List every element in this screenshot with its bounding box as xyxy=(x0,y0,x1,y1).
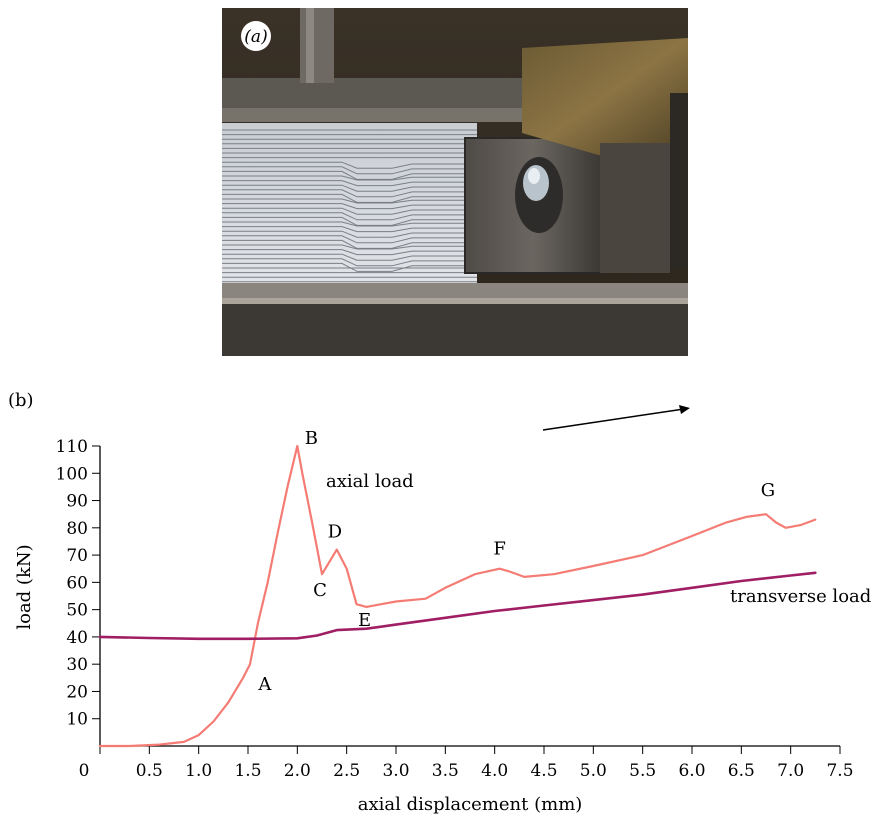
axial-load-label: axial load xyxy=(326,471,414,492)
y-tick-label: 40 xyxy=(66,628,88,648)
laminate-layer-line xyxy=(222,258,477,267)
axes: 0 0.5 1.0 1.5 2.0 2.5 3.0 3.5 4.0 4.5 5.0 5.5 6.0 6.5… xyxy=(56,437,854,781)
laminate-layer-line xyxy=(222,193,477,203)
specimen-photo-drawing: (a) xyxy=(222,8,688,356)
laminate-layer-line xyxy=(222,175,477,181)
x-tick-label: 4.5 xyxy=(530,761,557,781)
y-tick-label: 70 xyxy=(66,546,88,566)
y-tick-label: 110 xyxy=(56,437,88,457)
y-tick-label: 10 xyxy=(66,710,88,730)
series-group xyxy=(98,444,817,748)
axial-load-line xyxy=(98,444,817,748)
laminate-layer-line xyxy=(222,166,477,175)
x-axis-label: axial displacement (mm) xyxy=(358,794,583,815)
y-tick-label: 20 xyxy=(66,682,88,702)
laminate-layer-line xyxy=(222,189,477,198)
laminate-layer-line xyxy=(222,212,477,221)
laminate-layer-line xyxy=(222,226,477,233)
specimen-photo: (a) xyxy=(222,8,688,356)
point-label-g: G xyxy=(761,480,775,501)
point-label-c: C xyxy=(313,580,327,601)
laminate-layer-line xyxy=(222,161,477,169)
direction-arrow xyxy=(542,408,685,431)
point-label-e: E xyxy=(358,610,371,631)
x-tick-label: 3.5 xyxy=(432,761,459,781)
point-label-d: D xyxy=(328,522,342,543)
load-displacement-chart: (b) 0 0.5 1.0 1.5 2.0 2.5 3.0 3.5 4.0 4.5 5.0 5.5 6.… xyxy=(8,390,871,815)
y-tick-label: 30 xyxy=(66,655,88,675)
point-label-b: B xyxy=(305,428,318,449)
x-tick-label: 7.0 xyxy=(777,761,804,781)
laminate-layer-line xyxy=(222,249,477,256)
laminate-layer-line xyxy=(222,170,477,180)
laminate-layer-line xyxy=(222,198,477,204)
laminate-layer-line xyxy=(222,253,477,261)
x-tick-label: 1.0 xyxy=(185,761,212,781)
y-tick-label: 100 xyxy=(56,464,88,484)
laminate-layer-line xyxy=(222,230,477,238)
point-label-f: F xyxy=(493,539,506,560)
laminate-layer-line xyxy=(222,239,477,249)
x-tick-label: 7.5 xyxy=(826,761,853,781)
laminate-layer-line xyxy=(222,221,477,227)
x-tick-label: 4.0 xyxy=(481,761,508,781)
x-tick-label: 6.0 xyxy=(678,761,705,781)
transverse-load-label: transverse load xyxy=(730,586,871,607)
arrow-head-icon xyxy=(679,405,690,414)
laminate-layer-line xyxy=(222,203,477,210)
x-tick-label: 0.5 xyxy=(136,761,163,781)
x-tick-label: 2.5 xyxy=(333,761,360,781)
laminate-layer-line xyxy=(222,216,477,226)
panel-a-label: (a) xyxy=(244,27,267,47)
panel-b-label: (b) xyxy=(8,390,34,411)
x-tick-label: 6.5 xyxy=(728,761,755,781)
x-tick-label: 2.0 xyxy=(284,761,311,781)
y-tick-label: 80 xyxy=(66,519,88,539)
y-tick-label: 60 xyxy=(66,573,88,593)
transverse-load-line xyxy=(98,571,817,641)
y-tick-label: 50 xyxy=(66,601,88,621)
y-axis-label: load (kN) xyxy=(14,544,35,629)
x-tick-label: 0 xyxy=(79,761,90,781)
x-tick-label: 5.5 xyxy=(629,761,656,781)
x-tick-label: 3.0 xyxy=(382,761,409,781)
x-tick-label: 1.5 xyxy=(234,761,261,781)
x-tick-label: 5.0 xyxy=(580,761,607,781)
laminate-layer-line xyxy=(222,262,477,272)
laminate-layer-line xyxy=(222,180,477,187)
laminate-layer-line xyxy=(222,207,477,215)
laminate-layer-line xyxy=(222,184,477,192)
laminate-layer-line xyxy=(222,235,477,244)
laminate-layer-line xyxy=(222,244,477,250)
point-label-a: A xyxy=(257,674,272,695)
y-tick-label: 90 xyxy=(66,492,88,512)
